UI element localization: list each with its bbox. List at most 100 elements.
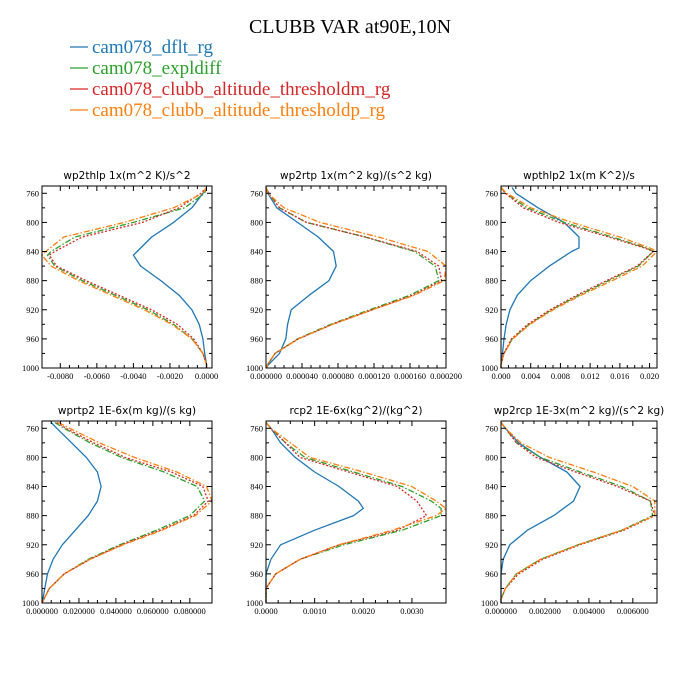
chart-panel: rcp2 1E-6x(kg^2)/(kg^2) 760 800 840 880 920 96… — [246, 405, 447, 616]
y-tick-label: 1000 — [481, 598, 498, 608]
legend: cam078_dflt_rgcam078_expldiffcam078_club… — [70, 37, 391, 121]
series-line — [48, 187, 208, 368]
legend-label: cam078_dflt_rg — [92, 37, 214, 58]
x-tick-label: -0.0060 — [84, 371, 110, 381]
y-tick-label: 960 — [250, 334, 263, 344]
figure-title: CLUBB VAR at90E,10N — [249, 16, 451, 38]
x-tick-label: 0.0000 — [254, 606, 277, 616]
y-tick-label: 840 — [485, 247, 498, 257]
x-tick-label: 0.002000 — [529, 606, 561, 616]
x-tick-label: 0.008 — [551, 371, 570, 381]
y-tick-label: 840 — [250, 482, 263, 492]
y-tick-label: 1000 — [246, 363, 263, 373]
panel-title: wp2rtp 1x(m^2 kg)/(s^2 kg) — [280, 170, 432, 182]
x-tick-label: -0.0020 — [157, 371, 183, 381]
x-tick-label: 0.000000 — [26, 606, 58, 616]
series-line — [265, 422, 447, 603]
y-tick-label: 880 — [26, 511, 39, 521]
legend-label: cam078_clubb_altitude_thresholdm_rg — [92, 79, 391, 100]
y-tick-label: 960 — [26, 569, 39, 579]
series-line — [500, 422, 656, 603]
x-tick-label: 0.0030 — [400, 606, 423, 616]
legend-label: cam078_expldiff — [92, 58, 222, 79]
series-line — [500, 187, 654, 368]
x-tick-label: -0.0080 — [47, 371, 73, 381]
x-tick-label: 0.000160 — [394, 371, 426, 381]
series-line — [265, 422, 442, 603]
y-tick-label: 800 — [250, 452, 263, 462]
plot-frame — [41, 185, 213, 369]
panel-title: rcp2 1E-6x(kg^2)/(kg^2) — [290, 405, 423, 417]
y-tick-label: 880 — [250, 511, 263, 521]
plot-frame — [500, 185, 658, 369]
y-tick-label: 1000 — [246, 598, 263, 608]
y-tick-label: 1000 — [481, 363, 498, 373]
x-tick-label: 0.0010 — [303, 606, 326, 616]
chart-panel: wp2rtp 1x(m^2 kg)/(s^2 kg) 760 800 840 880 92… — [246, 170, 462, 381]
y-tick-label: 800 — [485, 217, 498, 227]
chart-panels: wp2thlp 1x(m^2 K)/s^2 760 800 840 880 920 960 1… — [22, 170, 664, 616]
y-tick-label: 800 — [26, 452, 39, 462]
x-tick-label: 0.000 — [491, 371, 510, 381]
y-tick-label: 920 — [485, 540, 498, 550]
series-line — [41, 421, 206, 604]
series-line — [41, 422, 102, 604]
y-tick-label: 880 — [26, 276, 39, 286]
y-tick-label: 760 — [250, 188, 263, 198]
y-tick-label: 840 — [250, 247, 263, 257]
y-tick-label: 800 — [485, 452, 498, 462]
x-tick-label: 0.016 — [610, 371, 629, 381]
legend-label: cam078_clubb_altitude_thresholdp_rg — [92, 100, 386, 121]
chart-panel: wpthlp2 1x(m K^2)/s 760 800 840 880 920 960 100… — [481, 170, 659, 381]
panel-title: wp2thlp 1x(m^2 K)/s^2 — [63, 170, 190, 182]
plot-frame — [500, 420, 658, 604]
series-line — [500, 187, 580, 368]
y-tick-label: 880 — [485, 511, 498, 521]
x-tick-label: -0.0040 — [120, 371, 146, 381]
x-tick-label: 0.000000 — [485, 606, 517, 616]
x-tick-label: 0.040000 — [100, 606, 132, 616]
y-tick-label: 840 — [26, 482, 39, 492]
y-tick-label: 920 — [26, 540, 39, 550]
x-tick-label: 0.000120 — [358, 371, 390, 381]
panel-title: wpthlp2 1x(m K^2)/s — [523, 170, 635, 182]
plot-frame — [41, 420, 213, 604]
series-line — [500, 422, 656, 603]
y-tick-label: 760 — [26, 423, 39, 433]
series-line — [41, 421, 213, 604]
y-tick-label: 920 — [250, 305, 263, 315]
y-tick-label: 920 — [485, 305, 498, 315]
series-line — [500, 422, 581, 603]
x-tick-label: 0.006000 — [617, 606, 649, 616]
y-tick-label: 760 — [26, 188, 39, 198]
x-tick-label: 0.080000 — [174, 606, 206, 616]
series-line — [265, 422, 428, 603]
x-tick-label: 0.000200 — [430, 371, 462, 381]
series-line — [500, 187, 658, 368]
y-tick-label: 960 — [250, 569, 263, 579]
y-tick-label: 920 — [250, 540, 263, 550]
x-tick-label: 0.000000 — [250, 371, 282, 381]
x-tick-label: 0.0020 — [352, 606, 375, 616]
y-tick-label: 960 — [485, 569, 498, 579]
chart-panel: wp2thlp 1x(m^2 K)/s^2 760 800 840 880 920 960 1… — [22, 170, 218, 381]
series-line — [41, 187, 208, 368]
series-line — [265, 422, 364, 603]
x-tick-label: 0.060000 — [137, 606, 169, 616]
y-tick-label: 840 — [485, 482, 498, 492]
y-tick-label: 760 — [485, 188, 498, 198]
x-tick-label: 0.000040 — [286, 371, 318, 381]
x-tick-label: 0.020000 — [63, 606, 95, 616]
series-line — [265, 187, 443, 369]
panel-title: wp2rcp 1E-3x(m^2 kg)/(s^2 kg) — [494, 405, 665, 417]
x-tick-label: 0.000080 — [322, 371, 354, 381]
plot-frame — [265, 185, 447, 369]
panel-title: wprtp2 1E-6x(m kg)/(s kg) — [58, 405, 196, 417]
x-tick-label: 0.012 — [581, 371, 600, 381]
chart-panel: wp2rcp 1E-3x(m^2 kg)/(s^2 kg) 760 800 840 88… — [481, 405, 664, 616]
y-tick-label: 800 — [26, 217, 39, 227]
series-line — [41, 421, 209, 604]
y-tick-label: 1000 — [22, 598, 39, 608]
series-line — [500, 422, 654, 603]
